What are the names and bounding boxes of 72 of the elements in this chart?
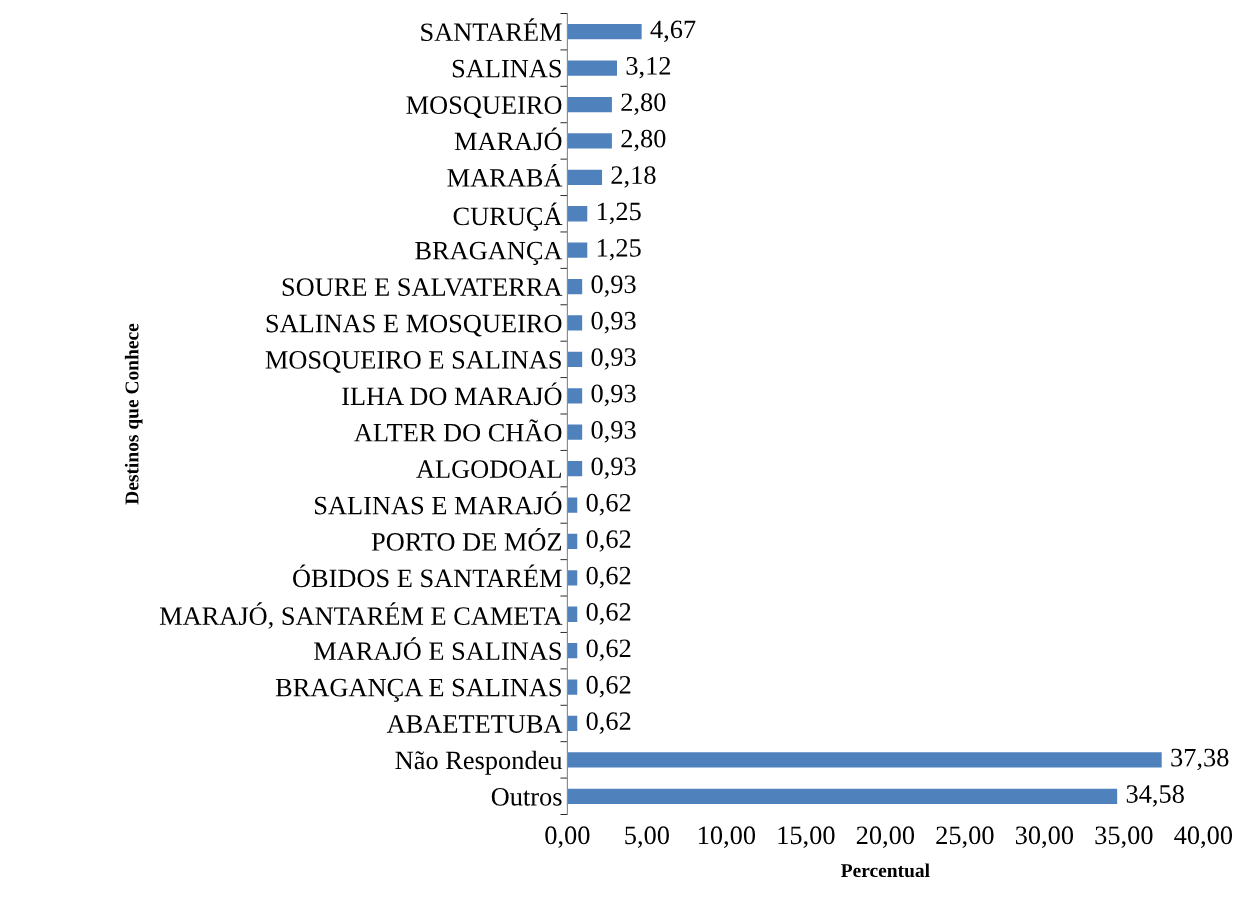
bar <box>567 242 588 258</box>
y-tick-label: ALGODOAL <box>416 460 561 479</box>
bar <box>567 278 583 295</box>
bar <box>567 133 612 149</box>
data-label: 0,93 <box>591 275 636 297</box>
data-label: 3,12 <box>626 56 671 79</box>
y-tick-label: Não Respondeu <box>395 750 563 775</box>
y-tick-label: SALINAS E MOSQUEIRO <box>266 314 562 337</box>
y-tick-label: BRAGANÇA <box>415 241 563 265</box>
x-axis-title: Percentual <box>841 863 930 878</box>
y-tick-label: SALINAS E MARAJÓ <box>315 491 562 515</box>
data-label: 0,93 <box>591 457 636 480</box>
y-tick-label: SOURE E SALVATERRA <box>282 278 563 297</box>
data-label: 0,93 <box>591 348 636 370</box>
bar <box>567 752 1162 768</box>
data-label: 1,25 <box>597 239 641 261</box>
bar <box>567 60 617 76</box>
y-tick-label: ILHA DO MARAJÓ <box>342 382 562 406</box>
data-label: 0,62 <box>586 493 631 516</box>
bar <box>567 388 583 404</box>
y-tick-label: ALTER DO CHÃO <box>354 419 562 442</box>
y-tick-label: ÓBIDOS E SANTARÉM <box>293 564 562 588</box>
x-tick-label: 35,00 <box>1095 826 1153 848</box>
y-tick-label: MOSQUEIRO <box>406 96 562 118</box>
data-label: 4,67 <box>650 20 696 43</box>
data-label: 0,62 <box>586 675 631 698</box>
data-label: 0,62 <box>586 639 631 662</box>
x-tick-label: 30,00 <box>1015 826 1074 848</box>
data-label: 2,80 <box>621 129 666 152</box>
data-label: 0,93 <box>591 384 636 407</box>
x-tick-label: 25,00 <box>936 826 994 848</box>
x-tick-label: 40,00 <box>1174 826 1233 848</box>
data-label: 0,62 <box>586 712 631 734</box>
x-tick-label: 5,00 <box>625 826 669 848</box>
bar <box>567 351 583 368</box>
y-tick-label: MOSQUEIRO E SALINAS <box>265 351 561 373</box>
x-tick-label: 20,00 <box>856 826 915 848</box>
y-tick-label: MARAJÓ <box>454 127 562 151</box>
bar <box>567 169 603 185</box>
data-label: 2,18 <box>611 166 656 188</box>
data-label: 0,62 <box>586 603 631 625</box>
data-label: 2,80 <box>621 93 666 115</box>
y-tick-label: CURUÇÁ <box>453 202 563 231</box>
data-label: 0,93 <box>591 421 636 443</box>
data-label: 37,38 <box>1171 748 1229 771</box>
y-axis-title: Destinos que Conhece <box>124 323 143 505</box>
bar <box>567 679 578 695</box>
y-tick-label: Outros <box>491 787 562 806</box>
x-tick-label: 10,00 <box>699 826 756 848</box>
y-tick-label: SALINAS <box>452 59 561 78</box>
data-label: 0,62 <box>586 530 631 552</box>
y-tick-label: MARAJÓ, SANTARÉM E CAMETA <box>159 602 563 629</box>
y-tick-label: MARABÁ <box>447 163 563 187</box>
data-label: 1,25 <box>597 202 641 225</box>
x-tick-label: 0,00 <box>545 826 590 848</box>
data-label: 34,58 <box>1126 785 1184 807</box>
bar <box>567 460 583 477</box>
bar <box>567 315 583 331</box>
bar <box>567 788 1118 804</box>
bar <box>567 206 588 222</box>
bar <box>567 497 578 513</box>
bar <box>567 96 612 113</box>
y-tick-label: SANTARÉM <box>421 18 562 42</box>
bar <box>567 24 642 40</box>
data-label: 0,62 <box>586 566 631 589</box>
x-tick-label: 15,00 <box>778 826 835 848</box>
bar <box>567 424 583 440</box>
y-tick-label: PORTO DE MÓZ <box>371 528 562 551</box>
data-label: 0,93 <box>591 311 636 334</box>
y-tick-label: ABAETETUBA <box>386 715 563 733</box>
y-tick-label: BRAGANÇA E SALINAS <box>275 678 561 702</box>
y-tick-label: MARAJÓ E SALINAS <box>314 637 561 661</box>
